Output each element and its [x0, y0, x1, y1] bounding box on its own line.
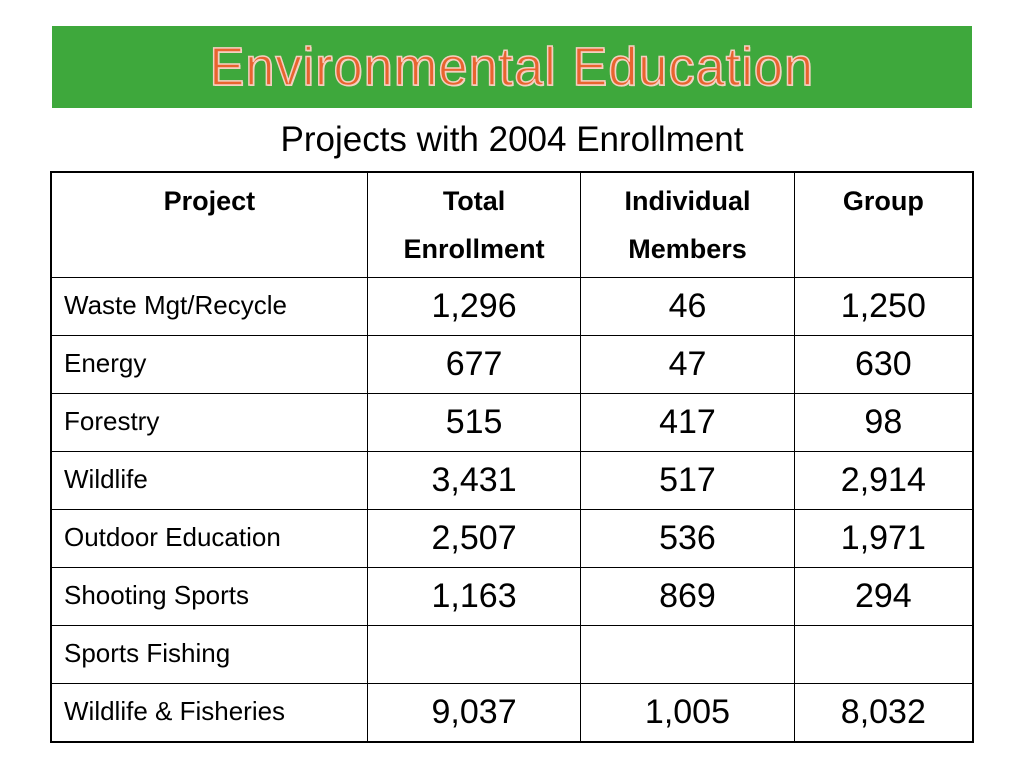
- group-cell: 1,250: [793, 277, 974, 336]
- table-row: Energy 677 47 630: [50, 335, 974, 394]
- group-cell: 294: [793, 567, 974, 626]
- total-enrollment-cell: 2,507: [366, 509, 582, 568]
- header-total-enrollment: Total Enrollment: [366, 171, 582, 278]
- group-cell: 630: [793, 335, 974, 394]
- header-group: Group: [793, 171, 974, 278]
- group-cell: [793, 625, 974, 684]
- individual-members-cell: 869: [580, 567, 795, 626]
- table-row: Forestry 515 417 98: [50, 393, 974, 452]
- total-enrollment-cell: 515: [366, 393, 582, 452]
- total-enrollment-cell: [366, 625, 582, 684]
- table-row: Wildlife 3,431 517 2,914: [50, 451, 974, 510]
- table-header: Project Total Enrollment Individual Memb…: [50, 171, 974, 278]
- header-total-line-2: Enrollment: [403, 234, 545, 264]
- project-name: Energy: [50, 335, 368, 394]
- project-name: Waste Mgt/Recycle: [50, 277, 368, 336]
- banner-title: Environmental Education: [209, 37, 815, 97]
- individual-members-cell: 46: [580, 277, 795, 336]
- table-row: Outdoor Education 2,507 536 1,971: [50, 509, 974, 568]
- table-row: Wildlife & Fisheries 9,037 1,005 8,032: [50, 683, 974, 743]
- table-row: Waste Mgt/Recycle 1,296 46 1,250: [50, 277, 974, 336]
- group-cell: 1,971: [793, 509, 974, 568]
- group-cell: 2,914: [793, 451, 974, 510]
- table-row: Shooting Sports 1,163 869 294: [50, 567, 974, 626]
- total-enrollment-cell: 1,163: [366, 567, 582, 626]
- total-enrollment-cell: 3,431: [366, 451, 582, 510]
- project-name: Sports Fishing: [50, 625, 368, 684]
- individual-members-cell: 517: [580, 451, 795, 510]
- header-individual-members: Individual Members: [580, 171, 795, 278]
- enrollment-table: Project Total Enrollment Individual Memb…: [50, 171, 974, 743]
- table-row: Sports Fishing: [50, 625, 974, 684]
- project-name: Shooting Sports: [50, 567, 368, 626]
- project-name: Wildlife & Fisheries: [50, 683, 368, 743]
- individual-members-cell: 47: [580, 335, 795, 394]
- individual-members-cell: 1,005: [580, 683, 795, 743]
- group-cell: 8,032: [793, 683, 974, 743]
- individual-members-cell: [580, 625, 795, 684]
- group-cell: 98: [793, 393, 974, 452]
- header-individual-line-1: Individual: [624, 186, 751, 216]
- header-group-line-1: Group: [842, 186, 924, 216]
- header-individual-line-2: Members: [628, 234, 747, 264]
- header-project-line-1: Project: [163, 186, 256, 216]
- header-total-line-1: Total: [442, 186, 506, 216]
- individual-members-cell: 536: [580, 509, 795, 568]
- header-project: Project: [50, 171, 368, 278]
- title-banner: Environmental Education: [52, 26, 972, 108]
- header-row: Project Total Enrollment Individual Memb…: [50, 171, 974, 278]
- project-name: Outdoor Education: [50, 509, 368, 568]
- table-body: Waste Mgt/Recycle 1,296 46 1,250 Energy …: [50, 277, 974, 743]
- total-enrollment-cell: 677: [366, 335, 582, 394]
- subtitle: Projects with 2004 Enrollment: [280, 120, 744, 159]
- project-name: Forestry: [50, 393, 368, 452]
- individual-members-cell: 417: [580, 393, 795, 452]
- total-enrollment-cell: 1,296: [366, 277, 582, 336]
- total-enrollment-cell: 9,037: [366, 683, 582, 743]
- project-name: Wildlife: [50, 451, 368, 510]
